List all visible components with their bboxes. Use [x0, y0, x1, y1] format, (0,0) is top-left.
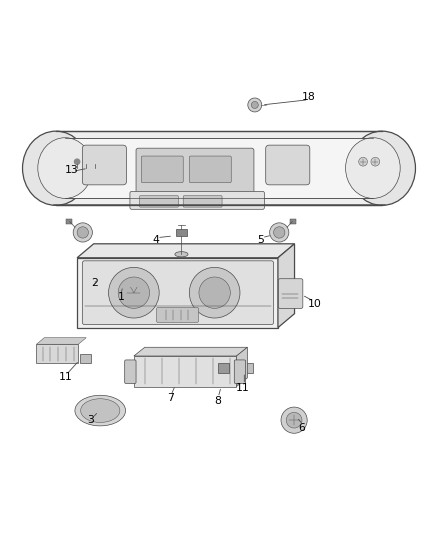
Ellipse shape: [81, 399, 120, 423]
FancyBboxPatch shape: [125, 360, 136, 384]
FancyBboxPatch shape: [82, 261, 274, 325]
Circle shape: [193, 193, 197, 198]
Text: 1: 1: [117, 292, 124, 302]
Circle shape: [77, 227, 88, 238]
Ellipse shape: [75, 395, 126, 426]
Polygon shape: [134, 356, 237, 386]
FancyBboxPatch shape: [189, 156, 231, 183]
Circle shape: [251, 101, 258, 108]
Text: 4: 4: [152, 235, 159, 245]
Text: 18: 18: [302, 92, 315, 102]
Ellipse shape: [22, 131, 89, 205]
FancyBboxPatch shape: [80, 354, 91, 364]
Polygon shape: [36, 338, 86, 344]
Polygon shape: [77, 258, 278, 328]
FancyBboxPatch shape: [140, 196, 178, 207]
Text: 8: 8: [215, 396, 222, 406]
Circle shape: [118, 277, 149, 309]
Circle shape: [83, 159, 88, 164]
Text: 3: 3: [87, 415, 94, 425]
Circle shape: [286, 413, 302, 428]
Polygon shape: [77, 244, 294, 258]
Ellipse shape: [38, 138, 92, 198]
Circle shape: [74, 159, 80, 164]
Ellipse shape: [346, 138, 400, 198]
FancyBboxPatch shape: [156, 308, 198, 322]
Text: 7: 7: [167, 393, 173, 403]
Text: 5: 5: [257, 235, 264, 245]
FancyBboxPatch shape: [234, 360, 246, 384]
Text: 11: 11: [58, 372, 72, 382]
Circle shape: [359, 157, 367, 166]
Ellipse shape: [349, 131, 416, 205]
Circle shape: [189, 268, 240, 318]
Circle shape: [248, 98, 262, 112]
FancyBboxPatch shape: [66, 220, 72, 224]
Circle shape: [199, 277, 230, 309]
FancyBboxPatch shape: [266, 145, 310, 185]
Polygon shape: [237, 348, 247, 386]
Circle shape: [281, 407, 307, 433]
FancyBboxPatch shape: [82, 145, 127, 185]
Text: 13: 13: [64, 165, 78, 175]
FancyBboxPatch shape: [279, 279, 303, 309]
FancyBboxPatch shape: [141, 156, 183, 183]
Circle shape: [92, 159, 97, 164]
Ellipse shape: [175, 252, 188, 257]
FancyBboxPatch shape: [242, 364, 254, 373]
Circle shape: [73, 223, 92, 242]
Circle shape: [270, 223, 289, 242]
Text: 11: 11: [236, 383, 250, 393]
Text: 10: 10: [308, 298, 322, 309]
Text: 2: 2: [91, 278, 98, 288]
FancyBboxPatch shape: [218, 364, 229, 373]
Polygon shape: [134, 348, 247, 356]
Text: 6: 6: [299, 423, 305, 433]
FancyBboxPatch shape: [183, 196, 222, 207]
FancyBboxPatch shape: [65, 138, 373, 198]
Circle shape: [371, 157, 380, 166]
Circle shape: [109, 268, 159, 318]
FancyBboxPatch shape: [290, 220, 296, 224]
FancyBboxPatch shape: [176, 229, 187, 236]
FancyBboxPatch shape: [56, 131, 382, 205]
Circle shape: [274, 227, 285, 238]
Polygon shape: [36, 344, 78, 364]
FancyBboxPatch shape: [136, 148, 254, 195]
Polygon shape: [278, 244, 294, 328]
FancyBboxPatch shape: [130, 191, 265, 209]
